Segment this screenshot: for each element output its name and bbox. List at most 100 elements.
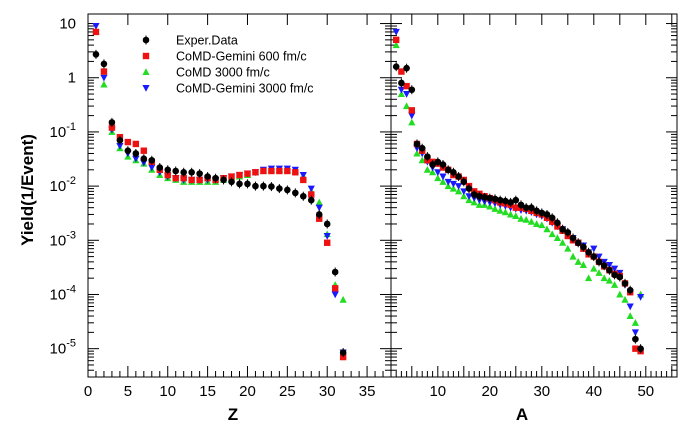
right-point-exper-data xyxy=(408,86,416,94)
y-tick-exponent: -3 xyxy=(66,229,76,241)
left-point-exper-data xyxy=(307,196,315,204)
x-axis-title-left: Z xyxy=(228,405,238,424)
left-point-comd-gemini-600-fm-c xyxy=(124,138,132,146)
left-x-tick-label: 15 xyxy=(199,383,216,400)
left-point-exper-data xyxy=(140,155,148,163)
left-point-exper-data xyxy=(236,180,243,188)
right-point-comd-3000-fm-c xyxy=(538,221,546,229)
right-point-exper-data xyxy=(439,161,447,168)
right-point-exper-data xyxy=(424,153,431,160)
left-point-exper-data xyxy=(116,137,124,144)
left-point-comd-gemini-3000-fm-c xyxy=(299,172,307,179)
right-point-exper-data xyxy=(502,197,509,205)
right-point-exper-data xyxy=(585,249,592,256)
right-point-comd-3000-fm-c xyxy=(397,90,405,98)
right-point-comd-gemini-3000-fm-c xyxy=(631,329,639,337)
right-point-comd-3000-fm-c xyxy=(631,319,639,326)
right-x-tick-label: 40 xyxy=(585,383,602,400)
right-point-exper-data xyxy=(548,214,556,222)
left-point-comd-gemini-600-fm-c xyxy=(292,169,299,176)
right-point-comd-3000-fm-c xyxy=(460,192,468,200)
left-point-comd-gemini-3000-fm-c xyxy=(116,142,124,150)
left-point-exper-data xyxy=(204,173,211,180)
left-point-comd-gemini-600-fm-c xyxy=(196,176,203,184)
y-tick-exponent: -5 xyxy=(66,338,76,350)
right-point-exper-data xyxy=(606,266,613,274)
left-point-exper-data xyxy=(252,182,259,190)
left-point-exper-data xyxy=(180,168,187,176)
right-point-comd-gemini-600-fm-c xyxy=(512,204,519,211)
right-point-comd-gemini-3000-fm-c xyxy=(449,180,457,188)
right-point-comd-gemini-3000-fm-c xyxy=(408,112,416,120)
left-point-exper-data xyxy=(212,174,219,182)
left-point-comd-3000-fm-c xyxy=(315,198,323,206)
left-point-exper-data xyxy=(220,176,227,184)
left-point-exper-data xyxy=(100,60,108,68)
right-point-comd-3000-fm-c xyxy=(403,102,411,110)
right-point-comd-gemini-600-fm-c xyxy=(393,36,400,44)
legend: Exper.Data CoMD-Gemini 600 fm/c CoMD 3000 … xyxy=(142,34,314,96)
left-point-comd-gemini-600-fm-c xyxy=(268,167,275,175)
left-point-comd-gemini-600-fm-c xyxy=(324,239,331,246)
left-point-comd-gemini-3000-fm-c xyxy=(92,23,100,30)
right-point-exper-data xyxy=(450,168,457,176)
y-tick-label: 10-5 xyxy=(50,338,76,358)
y-tick-label: 10-3 xyxy=(50,229,76,249)
right-point-comd-gemini-3000-fm-c xyxy=(626,303,634,311)
left-x-tick-label: 0 xyxy=(84,383,92,400)
plot-layer: 0 5 10 15 20 25 30 35 10 20 30 40 50 10 1 10-1 10-2 10-3 1… xyxy=(50,13,678,400)
left-point-comd-gemini-600-fm-c xyxy=(132,140,140,148)
right-point-comd-3000-fm-c xyxy=(611,281,619,288)
left-point-exper-data xyxy=(284,186,291,194)
right-point-comd-3000-fm-c xyxy=(595,269,603,276)
right-point-exper-data xyxy=(564,229,572,236)
left-x-tick-label: 20 xyxy=(239,383,256,400)
right-point-exper-data xyxy=(512,196,520,204)
right-point-exper-data xyxy=(600,262,608,269)
left-point-comd-gemini-600-fm-c xyxy=(284,167,291,175)
right-point-exper-data xyxy=(403,64,410,72)
left-point-exper-data xyxy=(323,220,331,228)
right-point-exper-data xyxy=(626,286,634,294)
legend-label-comd-3000-fm-c: CoMD 3000 fm/c xyxy=(176,66,270,80)
right-point-exper-data xyxy=(528,204,535,211)
left-point-comd-gemini-3000-fm-c xyxy=(315,204,323,212)
right-point-exper-data xyxy=(621,280,629,287)
left-point-comd-gemini-600-fm-c xyxy=(100,68,108,75)
left-point-comd-gemini-3000-fm-c xyxy=(100,74,108,82)
right-point-comd-gemini-3000-fm-c xyxy=(444,178,452,186)
left-point-comd-gemini-600-fm-c xyxy=(228,173,235,180)
left-x-tick-label: 30 xyxy=(319,383,336,400)
right-point-comd-3000-fm-c xyxy=(392,41,400,49)
right-point-comd-3000-fm-c xyxy=(574,258,582,265)
right-point-comd-gemini-600-fm-c xyxy=(632,345,639,352)
right-point-exper-data xyxy=(595,258,603,266)
y-tick-label: 10-4 xyxy=(50,283,76,303)
right-point-exper-data xyxy=(611,271,618,279)
right-point-comd-3000-fm-c xyxy=(585,274,593,282)
left-point-exper-data xyxy=(172,167,180,175)
right-point-comd-gemini-3000-fm-c xyxy=(465,193,473,201)
right-point-comd-gemini-3000-fm-c xyxy=(434,169,442,177)
right-point-comd-3000-fm-c xyxy=(429,168,437,176)
right-point-comd-3000-fm-c xyxy=(470,198,478,206)
left-point-exper-data xyxy=(164,166,172,174)
left-point-exper-data xyxy=(292,189,299,197)
right-point-comd-gemini-3000-fm-c xyxy=(637,293,645,301)
y-tick-exponent: -4 xyxy=(66,283,76,295)
left-point-comd-gemini-600-fm-c xyxy=(252,169,259,176)
left-x-tick-label: 10 xyxy=(159,383,176,400)
right-point-exper-data xyxy=(392,63,400,70)
left-point-comd-gemini-600-fm-c xyxy=(180,174,187,182)
right-point-comd-gemini-3000-fm-c xyxy=(392,28,400,36)
left-point-comd-gemini-3000-fm-c xyxy=(132,155,140,163)
right-point-comd-gemini-3000-fm-c xyxy=(590,245,598,253)
right-point-comd-3000-fm-c xyxy=(527,217,535,225)
left-point-exper-data xyxy=(268,183,275,190)
right-point-exper-data xyxy=(444,166,452,174)
right-point-comd-gemini-3000-fm-c xyxy=(605,261,613,269)
left-point-comd-gemini-600-fm-c xyxy=(276,167,283,175)
left-point-exper-data xyxy=(276,185,283,192)
right-point-exper-data xyxy=(470,191,478,198)
